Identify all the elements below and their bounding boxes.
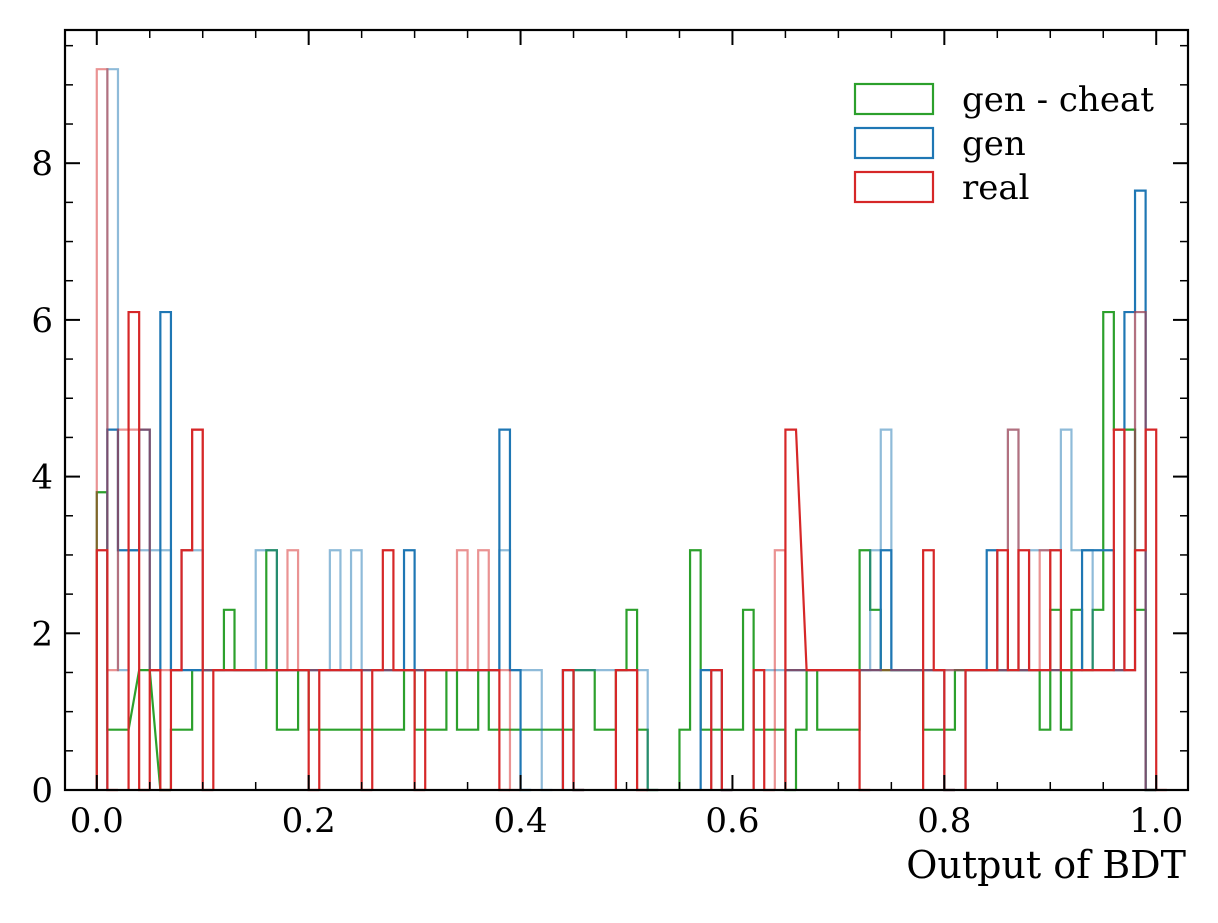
y-tick-label: 4	[31, 458, 53, 498]
legend-label: gen	[962, 124, 1026, 164]
y-tick-label: 8	[31, 144, 53, 184]
x-tick-label: 0.6	[705, 801, 759, 841]
series-layer	[95, 68, 1167, 792]
legend-label: gen - cheat	[962, 80, 1154, 120]
legend-swatch	[853, 170, 935, 204]
x-tick-labels: 0.0 0.2 0.4 0.6 0.8 1.0	[70, 801, 1184, 841]
y-tick-label: 2	[31, 614, 53, 654]
y-tick-label: 0	[31, 771, 53, 811]
series-real-outline	[95, 310, 1167, 792]
y-tick-label: 6	[31, 301, 53, 341]
x-axis-label: Output of BDT	[906, 843, 1186, 887]
x-tick-label: 0.4	[494, 801, 548, 841]
x-tick-label: 1.0	[1129, 801, 1183, 841]
ticks-layer	[65, 30, 1188, 791]
y-tick-labels: 0 2 4 6 8	[31, 144, 53, 811]
legend-swatch	[853, 82, 935, 116]
x-tick-label: 0.8	[917, 801, 971, 841]
x-tick-label: 0.0	[70, 801, 124, 841]
plot-frame	[63, 28, 1190, 792]
legend-swatch	[853, 126, 935, 160]
x-tick-label: 0.2	[282, 801, 336, 841]
legend-label: real	[962, 168, 1030, 208]
